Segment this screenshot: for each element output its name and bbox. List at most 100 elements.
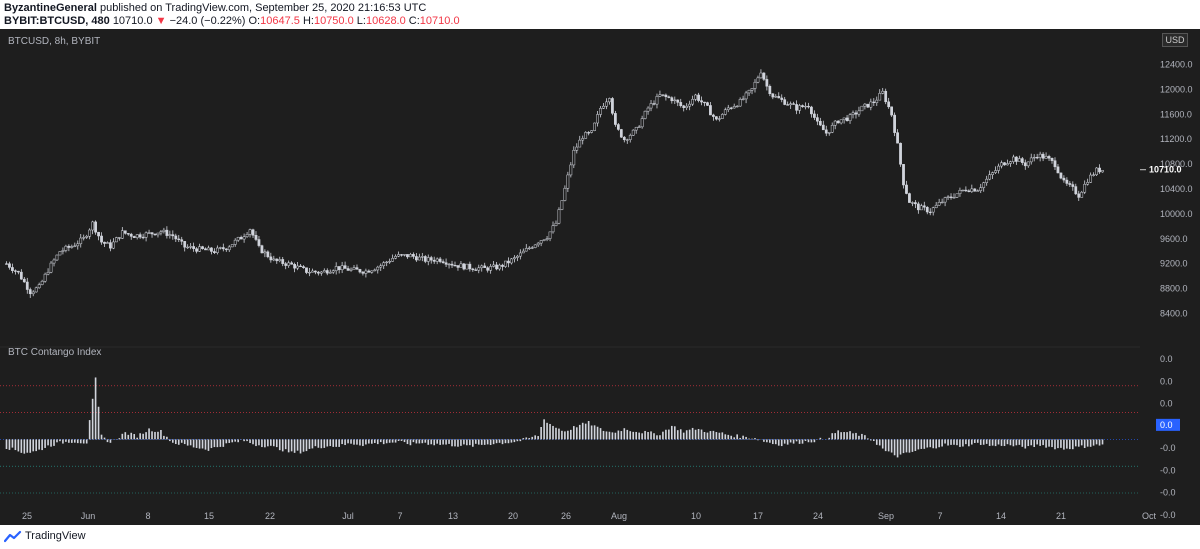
candle-body: [673, 99, 677, 102]
candle-body: [162, 229, 166, 232]
candle-body: [254, 235, 258, 240]
candle-body: [432, 259, 436, 262]
candle-body: [1053, 160, 1057, 168]
candle-body: [168, 234, 172, 236]
candle-body: [67, 245, 71, 248]
currency-badge[interactable]: USD: [1162, 33, 1188, 47]
candle-body: [1035, 156, 1039, 159]
candle-body: [43, 273, 47, 282]
candle-body: [887, 101, 891, 108]
high-label: H:: [302, 15, 314, 27]
candle-body: [94, 221, 97, 233]
brand-name[interactable]: TradingView: [25, 530, 86, 542]
candle-body: [602, 105, 605, 109]
candle-body: [848, 114, 852, 122]
candle-body: [186, 246, 190, 249]
time-tick-label: 25: [22, 511, 32, 521]
candle-body: [144, 232, 148, 238]
candle-body: [415, 256, 418, 261]
candle-body: [406, 254, 409, 258]
time-tick-label: 24: [813, 511, 823, 521]
price-tick-label: 8400.0: [1160, 308, 1188, 318]
footer: TradingView: [0, 525, 1200, 549]
candle-body: [712, 114, 715, 117]
candle-body: [860, 105, 864, 112]
tradingview-logo-icon[interactable]: [4, 530, 22, 544]
candle-body: [382, 262, 386, 267]
candle-body: [370, 270, 374, 273]
chart-header: ByzantineGeneral published on TradingVie…: [0, 0, 1200, 28]
candle-body: [715, 116, 718, 120]
candle-body: [539, 240, 543, 244]
candle-body: [248, 229, 252, 235]
candle-body: [925, 206, 929, 213]
candle-body: [872, 101, 876, 103]
candle-body: [346, 268, 350, 271]
symbol-label: BYBIT:BTCUSD, 480: [4, 15, 110, 27]
chart-area[interactable]: 12400.0 12000.0 11600.0 11200.0 10800.0 10400…: [0, 29, 1200, 525]
candle-body: [1062, 177, 1066, 181]
candle-body: [709, 105, 712, 116]
candle-body: [949, 196, 953, 198]
candle-body: [863, 103, 867, 107]
chart-canvas[interactable]: 12400.0 12000.0 11600.0 11200.0 10800.0 10400…: [0, 29, 1200, 525]
candle-body: [316, 271, 320, 274]
candle-body: [290, 262, 294, 265]
candle-body: [566, 174, 570, 189]
candle-body: [611, 98, 614, 114]
indicator-tick-label: 0.0: [1160, 354, 1173, 364]
candle-body: [423, 256, 427, 262]
candle-body: [126, 233, 130, 235]
candle-body: [103, 241, 106, 244]
candle-body: [786, 104, 790, 106]
candle-body: [70, 246, 74, 248]
candle-body: [845, 117, 849, 122]
time-tick-label: Jun: [81, 511, 96, 521]
candle-body: [851, 112, 855, 116]
candle-body: [928, 211, 932, 214]
time-tick-label: 10: [691, 511, 701, 521]
time-tick-label: 22: [265, 511, 275, 521]
candle-body: [1017, 158, 1021, 162]
candle-body: [842, 117, 846, 120]
candle-body: [305, 267, 308, 273]
candle-body: [16, 270, 20, 273]
candle-body: [765, 79, 769, 87]
candle-body: [165, 229, 169, 236]
candle-body: [183, 241, 187, 248]
candle-body: [792, 103, 795, 105]
candle-body: [510, 258, 513, 264]
candle-body: [76, 243, 80, 247]
candle-body: [444, 262, 448, 265]
candle-body: [625, 139, 629, 141]
candle-body: [596, 114, 599, 124]
time-tick-label: 20: [508, 511, 518, 521]
candle-body: [227, 246, 231, 251]
candle-body: [251, 229, 255, 236]
price-tick-label: 12400.0: [1160, 60, 1193, 70]
close-label: C:: [408, 15, 420, 27]
candle-body: [753, 81, 757, 89]
candle-body: [349, 268, 353, 271]
candle-body: [735, 105, 739, 108]
candle-body: [88, 229, 92, 237]
candle-body: [836, 120, 840, 124]
candle-body: [1014, 156, 1018, 162]
candle-body: [661, 94, 665, 96]
candle-body: [694, 94, 697, 100]
candle-body: [789, 103, 793, 106]
open-label: O:: [248, 15, 261, 27]
candle-body: [833, 120, 837, 126]
candle-body: [52, 259, 56, 264]
candle-body: [771, 93, 775, 98]
candle-body: [82, 237, 86, 239]
candle-body: [322, 270, 326, 273]
candle-body: [513, 257, 516, 260]
candle-body: [916, 203, 920, 211]
author-name[interactable]: ByzantineGeneral: [4, 2, 97, 14]
candle-body: [109, 242, 112, 249]
candle-body: [815, 117, 819, 122]
candle-body: [759, 72, 763, 79]
candle-body: [703, 101, 706, 104]
candle-body: [141, 236, 145, 239]
